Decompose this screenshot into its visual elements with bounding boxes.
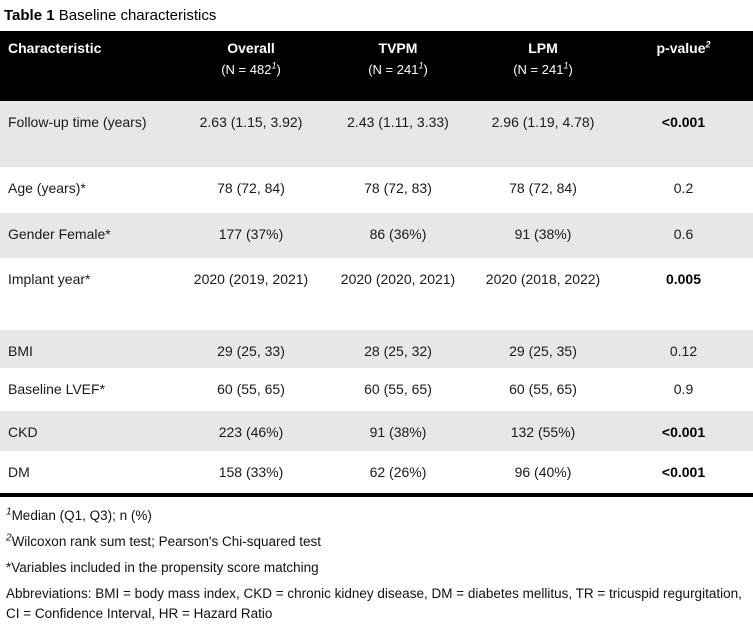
header-lpm-name: LPM bbox=[528, 40, 558, 56]
cell-tvpm: 78 (72, 83) bbox=[364, 180, 432, 196]
cell-lpm: 29 (25, 35) bbox=[509, 343, 577, 359]
cell-lpm: 96 (40%) bbox=[514, 464, 572, 480]
row-label: Gender Female* bbox=[8, 226, 111, 242]
cell-tvpm: 91 (38%) bbox=[369, 424, 427, 440]
table-header: Characteristic Overall (N = 4821) TVPM (… bbox=[0, 31, 753, 101]
footnote-median: 1Median (Q1, Q3); n (%) bbox=[6, 506, 152, 523]
row-label: Age (years)* bbox=[8, 180, 86, 196]
footer-divider bbox=[0, 493, 753, 497]
header-characteristic: Characteristic bbox=[0, 31, 178, 101]
table-row: Gender Female* 177 (37%) 86 (36%) 91 (38… bbox=[0, 213, 753, 258]
cell-tvpm: 2020 (2020, 2021) bbox=[340, 271, 456, 287]
table-row: BMI 29 (25, 33) 28 (25, 32) 29 (25, 35) … bbox=[0, 330, 753, 368]
table-number-label: Table 1 bbox=[4, 7, 55, 24]
header-lpm: LPM (N = 2411) bbox=[472, 31, 614, 101]
header-overall-n: (N = 4821) bbox=[221, 60, 281, 77]
table-row: Implant year* 2020 (2019, 2021) 2020 (20… bbox=[0, 258, 753, 330]
cell-pvalue: 0.6 bbox=[673, 226, 694, 242]
table-footnotes: 1Median (Q1, Q3); n (%) 2Wilcoxon rank s… bbox=[0, 497, 753, 624]
header-pvalue-name: p-value2 bbox=[656, 39, 711, 56]
footnote-abbreviations: Abbreviations: BMI = body mass index, CK… bbox=[6, 586, 742, 621]
cell-lpm: 91 (38%) bbox=[514, 226, 572, 242]
table-row: Baseline LVEF* 60 (55, 65) 60 (55, 65) 6… bbox=[0, 368, 753, 411]
cell-overall: 29 (25, 33) bbox=[217, 343, 285, 359]
cell-overall: 223 (46%) bbox=[218, 424, 284, 440]
cell-lpm: 2.96 (1.19, 4.78) bbox=[491, 114, 595, 130]
table-title: Table 1 Baseline characteristics bbox=[0, 0, 753, 31]
cell-overall: 177 (37%) bbox=[218, 226, 284, 242]
row-label: DM bbox=[8, 464, 30, 480]
table-body: Follow-up time (years) 2.63 (1.15, 3.92)… bbox=[0, 101, 753, 493]
cell-tvpm: 28 (25, 32) bbox=[364, 343, 432, 359]
cell-pvalue: 0.12 bbox=[669, 343, 698, 359]
header-lpm-n: (N = 2411) bbox=[513, 60, 573, 77]
cell-lpm: 2020 (2018, 2022) bbox=[485, 271, 601, 287]
cell-overall: 78 (72, 84) bbox=[217, 180, 285, 196]
cell-pvalue: <0.001 bbox=[661, 424, 706, 440]
header-tvpm-n: (N = 2411) bbox=[368, 60, 428, 77]
table-title-text: Baseline characteristics bbox=[58, 7, 217, 24]
header-pvalue: p-value2 bbox=[614, 31, 753, 101]
footnote-propensity: *Variables included in the propensity sc… bbox=[6, 560, 319, 575]
cell-pvalue: <0.001 bbox=[661, 114, 706, 130]
row-label: CKD bbox=[8, 424, 38, 440]
cell-tvpm: 62 (26%) bbox=[369, 464, 427, 480]
cell-overall: 2.63 (1.15, 3.92) bbox=[199, 114, 303, 130]
cell-overall: 158 (33%) bbox=[218, 464, 284, 480]
baseline-characteristics-table: Characteristic Overall (N = 4821) TVPM (… bbox=[0, 31, 753, 493]
row-label: BMI bbox=[8, 343, 33, 359]
header-tvpm: TVPM (N = 2411) bbox=[324, 31, 472, 101]
cell-pvalue: 0.005 bbox=[665, 271, 702, 287]
cell-tvpm: 86 (36%) bbox=[369, 226, 427, 242]
cell-lpm: 78 (72, 84) bbox=[509, 180, 577, 196]
cell-lpm: 132 (55%) bbox=[510, 424, 576, 440]
table-row: CKD 223 (46%) 91 (38%) 132 (55%) <0.001 bbox=[0, 411, 753, 451]
header-tvpm-name: TVPM bbox=[378, 40, 418, 56]
row-label: Follow-up time (years) bbox=[8, 114, 147, 130]
table-row: Follow-up time (years) 2.63 (1.15, 3.92)… bbox=[0, 101, 753, 167]
header-row: Characteristic Overall (N = 4821) TVPM (… bbox=[0, 31, 753, 101]
row-label: Baseline LVEF* bbox=[8, 381, 106, 397]
cell-pvalue: 0.9 bbox=[673, 381, 694, 397]
cell-tvpm: 2.43 (1.11, 3.33) bbox=[347, 114, 449, 130]
row-label: Implant year* bbox=[8, 271, 91, 287]
cell-overall: 60 (55, 65) bbox=[217, 381, 285, 397]
cell-tvpm: 60 (55, 65) bbox=[364, 381, 432, 397]
cell-pvalue: <0.001 bbox=[661, 464, 706, 480]
cell-pvalue: 0.2 bbox=[673, 180, 694, 196]
header-overall: Overall (N = 4821) bbox=[178, 31, 324, 101]
cell-overall: 2020 (2019, 2021) bbox=[193, 271, 309, 287]
footnote-tests: 2Wilcoxon rank sum test; Pearson's Chi-s… bbox=[6, 532, 322, 549]
table-row: Age (years)* 78 (72, 84) 78 (72, 83) 78 … bbox=[0, 167, 753, 213]
header-overall-name: Overall bbox=[227, 40, 275, 56]
cell-lpm: 60 (55, 65) bbox=[509, 381, 577, 397]
table-row: DM 158 (33%) 62 (26%) 96 (40%) <0.001 bbox=[0, 451, 753, 493]
